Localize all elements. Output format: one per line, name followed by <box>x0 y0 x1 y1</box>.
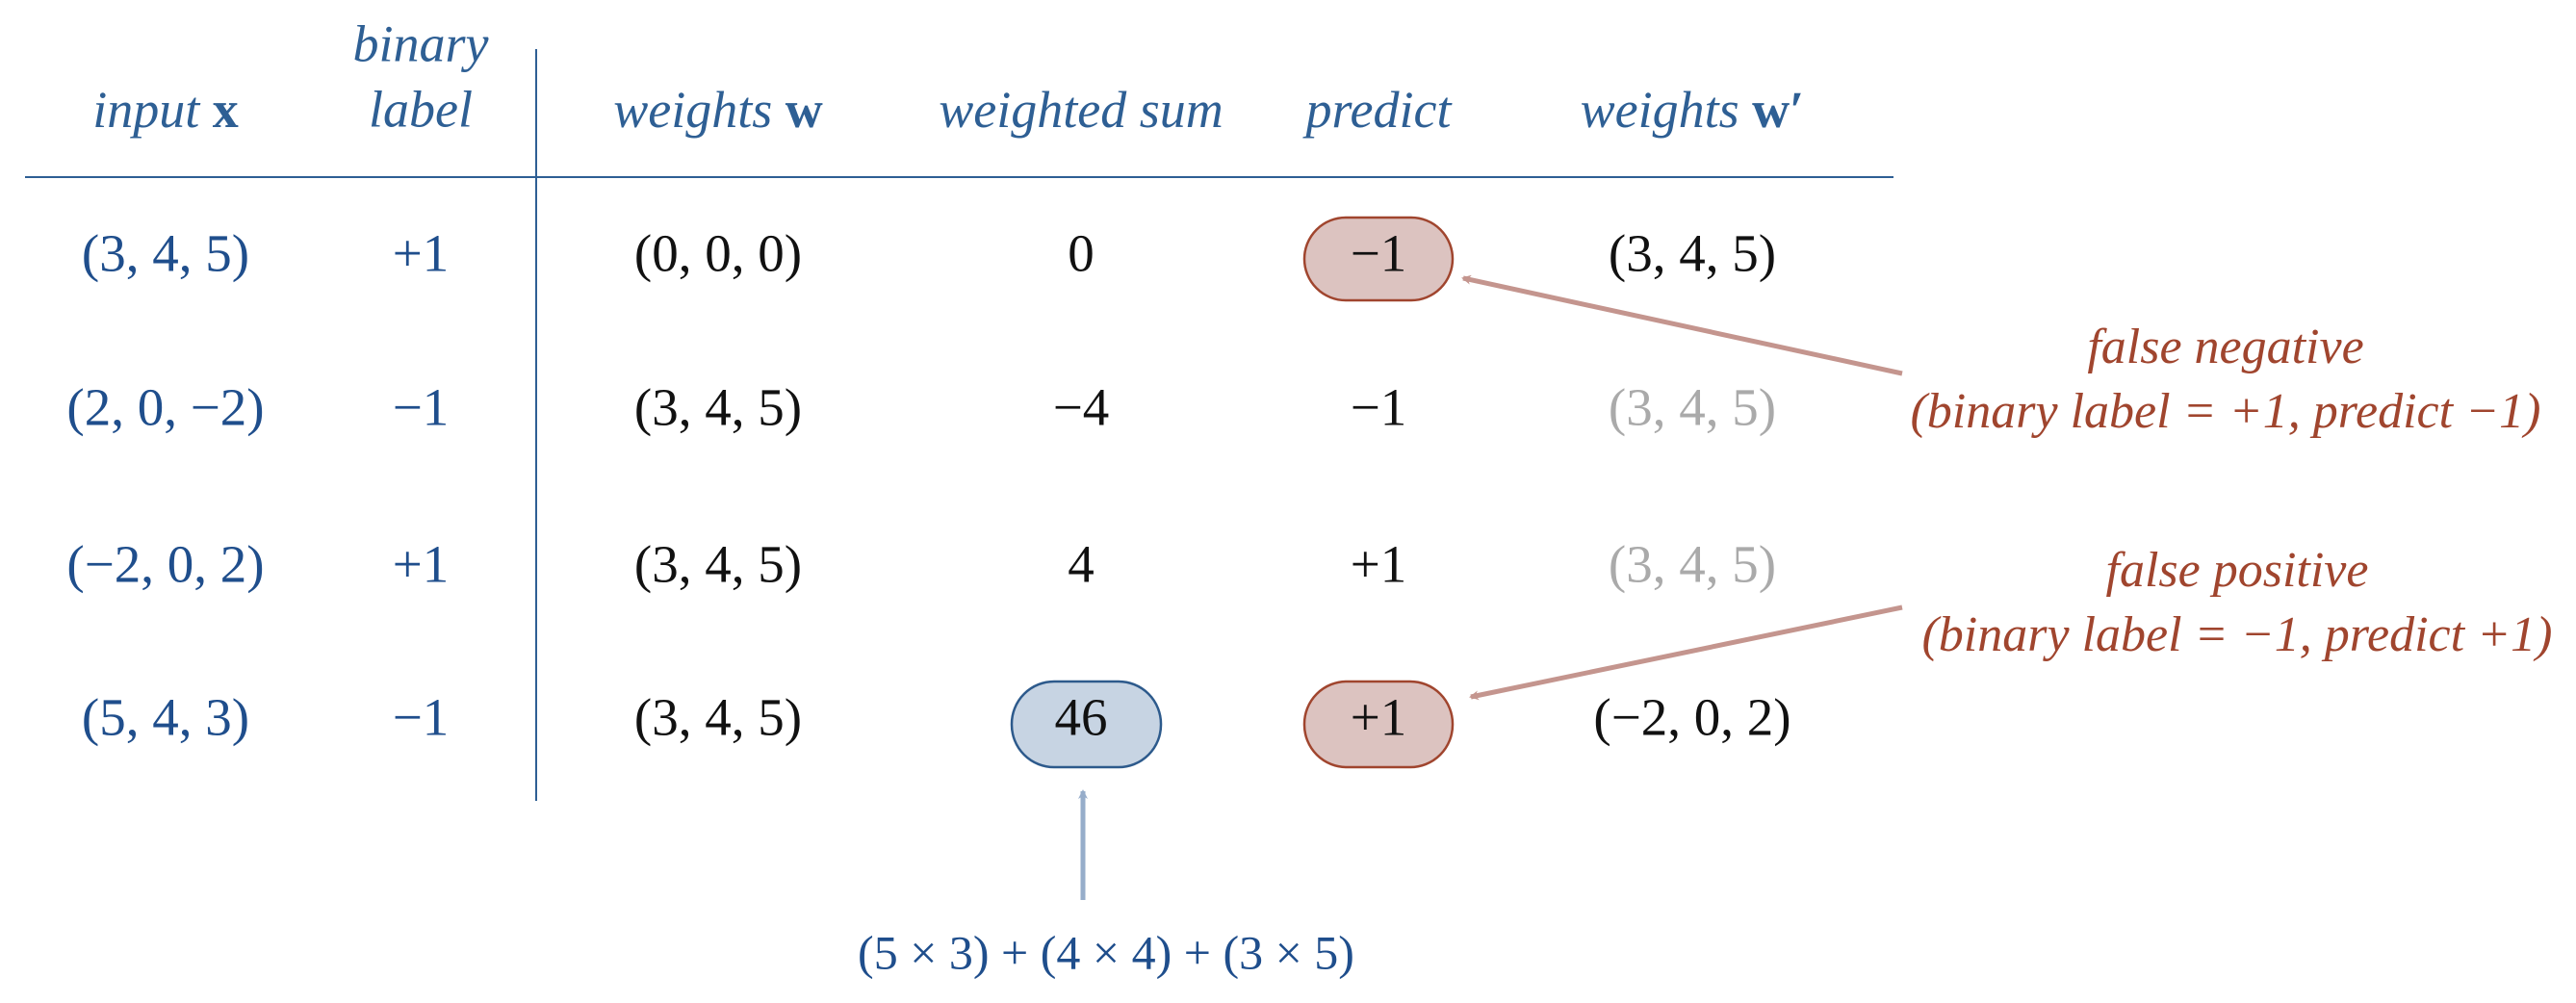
header-label: weights w′ <box>1581 81 1805 139</box>
header-symbol: w <box>786 81 823 139</box>
cell: −1 <box>1351 224 1407 283</box>
header-text: weighted sum <box>939 81 1223 139</box>
highlight-pill <box>1302 680 1455 769</box>
cell: (3, 4, 5) <box>634 688 802 747</box>
cell: (−2, 0, 2) <box>1593 688 1790 747</box>
cell: (5, 4, 3) <box>82 688 249 747</box>
highlight-pill <box>1302 216 1455 302</box>
cell: (2, 0, −2) <box>66 378 264 437</box>
cell: +1 <box>393 224 450 283</box>
cell: −1 <box>1351 378 1407 437</box>
header-text: predict <box>1302 81 1454 139</box>
cell: (0, 0, 0) <box>634 224 802 283</box>
cell: (3, 4, 5) <box>634 378 802 437</box>
cell: (3, 4, 5) <box>1609 378 1776 437</box>
cell: 4 <box>1068 535 1095 594</box>
header-symbol: x <box>213 81 239 139</box>
cell: −1 <box>393 688 450 747</box>
header-text: weights <box>1581 81 1739 139</box>
annotation-title: false negative <box>2087 320 2363 374</box>
header-label: predict <box>1302 81 1454 139</box>
cell: (3, 4, 5) <box>82 224 249 283</box>
header-symbol: w′ <box>1752 81 1804 139</box>
cell: (3, 4, 5) <box>1609 224 1776 283</box>
cell: (3, 4, 5) <box>634 535 802 594</box>
annotation-title: false positive <box>2106 543 2369 598</box>
sum-formula: (5 × 3) + (4 × 4) + (3 × 5) <box>858 925 1354 979</box>
header-label: weighted sum <box>939 81 1223 139</box>
header-label: label <box>369 80 473 138</box>
highlight-pill <box>1010 680 1163 769</box>
header-label: input x <box>92 81 239 139</box>
cell: −4 <box>1053 378 1110 437</box>
header-text: input <box>92 81 201 139</box>
cell: +1 <box>1351 535 1407 594</box>
annotation-detail: (binary label = +1, predict −1) <box>1910 384 2540 439</box>
cell: −1 <box>393 378 450 437</box>
arrow <box>1461 274 1903 376</box>
header-label: binary <box>353 14 489 72</box>
annotation-detail: (binary label = −1, predict +1) <box>1921 607 2552 662</box>
header-text: weights <box>613 81 772 139</box>
cell: 46 <box>1055 688 1108 747</box>
cell: (−2, 0, 2) <box>66 535 264 594</box>
cell: +1 <box>1351 688 1407 747</box>
cell: +1 <box>393 535 450 594</box>
cell: (3, 4, 5) <box>1609 535 1776 594</box>
cell: 0 <box>1068 224 1095 283</box>
arrow <box>1469 604 1903 701</box>
header-label: weights w <box>613 81 823 139</box>
